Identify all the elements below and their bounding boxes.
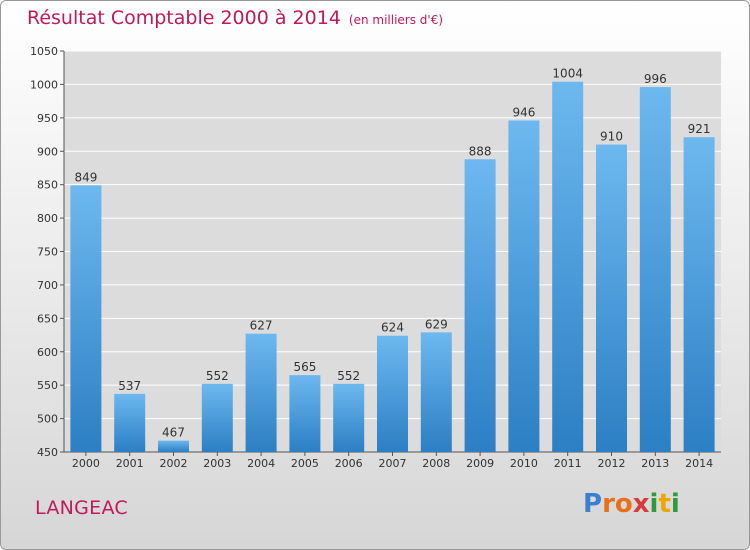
bar-2009: [464, 159, 496, 452]
x-tick-label-2001: 2001: [116, 457, 144, 470]
place-name: LANGEAC: [35, 497, 128, 519]
data-label-2013: 996: [644, 72, 667, 86]
x-tick-label-2014: 2014: [685, 457, 713, 470]
logo-letter: o: [614, 489, 633, 519]
data-label-2014: 921: [688, 122, 711, 136]
data-label-2011: 1004: [552, 67, 583, 81]
x-tick-label-2008: 2008: [422, 457, 450, 470]
y-tick-label: 850: [37, 179, 58, 192]
proxiti-logo: Proxiti: [583, 489, 680, 519]
bar-2001: [114, 393, 146, 452]
x-tick-label-2000: 2000: [72, 457, 100, 470]
bar-2003: [201, 383, 233, 452]
data-label-2008: 629: [425, 317, 448, 331]
x-tick-label-2006: 2006: [335, 457, 363, 470]
x-tick-label-2004: 2004: [247, 457, 275, 470]
data-label-2004: 627: [250, 319, 273, 333]
y-tick-label: 600: [37, 346, 58, 359]
x-tick-label-2010: 2010: [510, 457, 538, 470]
logo-letter: i: [670, 489, 680, 519]
bar-2006: [333, 383, 365, 452]
bar-2012: [596, 144, 627, 453]
x-tick-label-2005: 2005: [291, 457, 319, 470]
x-tick-label-2007: 2007: [379, 457, 407, 470]
data-label-2007: 624: [381, 321, 404, 335]
chart-title: Résultat Comptable 2000 à 2014: [27, 7, 341, 29]
x-tick-label-2002: 2002: [160, 457, 188, 470]
logo-letter: i: [649, 489, 659, 519]
data-label-2005: 565: [293, 360, 316, 374]
x-tick-label-2009: 2009: [466, 457, 494, 470]
bar-2014: [683, 137, 715, 452]
bar-2002: [158, 440, 189, 452]
y-tick-label: 650: [37, 312, 58, 325]
y-tick-label: 1050: [30, 45, 58, 58]
data-label-2009: 888: [469, 144, 492, 158]
bar-2004: [245, 333, 277, 452]
bar-2011: [552, 81, 584, 452]
data-label-2010: 946: [512, 106, 535, 120]
chart-subtitle: (en milliers d'€): [348, 13, 444, 27]
logo-letter: P: [583, 489, 603, 519]
data-label-2000: 849: [74, 170, 97, 184]
logo-letter: t: [658, 489, 671, 519]
y-tick-label: 1000: [30, 78, 58, 91]
y-tick-label: 700: [37, 279, 58, 292]
logo-letter: r: [602, 489, 615, 519]
y-tick-label: 750: [37, 246, 58, 259]
bar-2000: [70, 185, 102, 452]
x-tick-label-2012: 2012: [598, 457, 626, 470]
chart-title-block: Résultat Comptable 2000 à 2014 (en millie…: [27, 7, 443, 29]
x-tick-label-2003: 2003: [203, 457, 231, 470]
y-tick-label: 500: [37, 413, 58, 426]
y-tick-label: 450: [37, 446, 58, 459]
bar-2007: [377, 335, 408, 452]
y-tick-label: 900: [37, 145, 58, 158]
data-label-2001: 537: [118, 379, 141, 393]
bar-2013: [639, 87, 671, 452]
y-tick-label: 550: [37, 379, 58, 392]
data-label-2002: 467: [162, 426, 185, 440]
x-tick-label-2011: 2011: [554, 457, 582, 470]
y-tick-label: 950: [37, 112, 58, 125]
bar-2008: [420, 332, 452, 452]
data-label-2006: 552: [337, 369, 360, 383]
logo-letter: x: [632, 489, 650, 519]
y-tick-label: 800: [37, 212, 58, 225]
x-tick-label-2013: 2013: [641, 457, 669, 470]
bar-2005: [289, 375, 321, 452]
bar-2010: [508, 120, 540, 453]
data-label-2003: 552: [206, 369, 229, 383]
data-label-2012: 910: [600, 130, 623, 144]
